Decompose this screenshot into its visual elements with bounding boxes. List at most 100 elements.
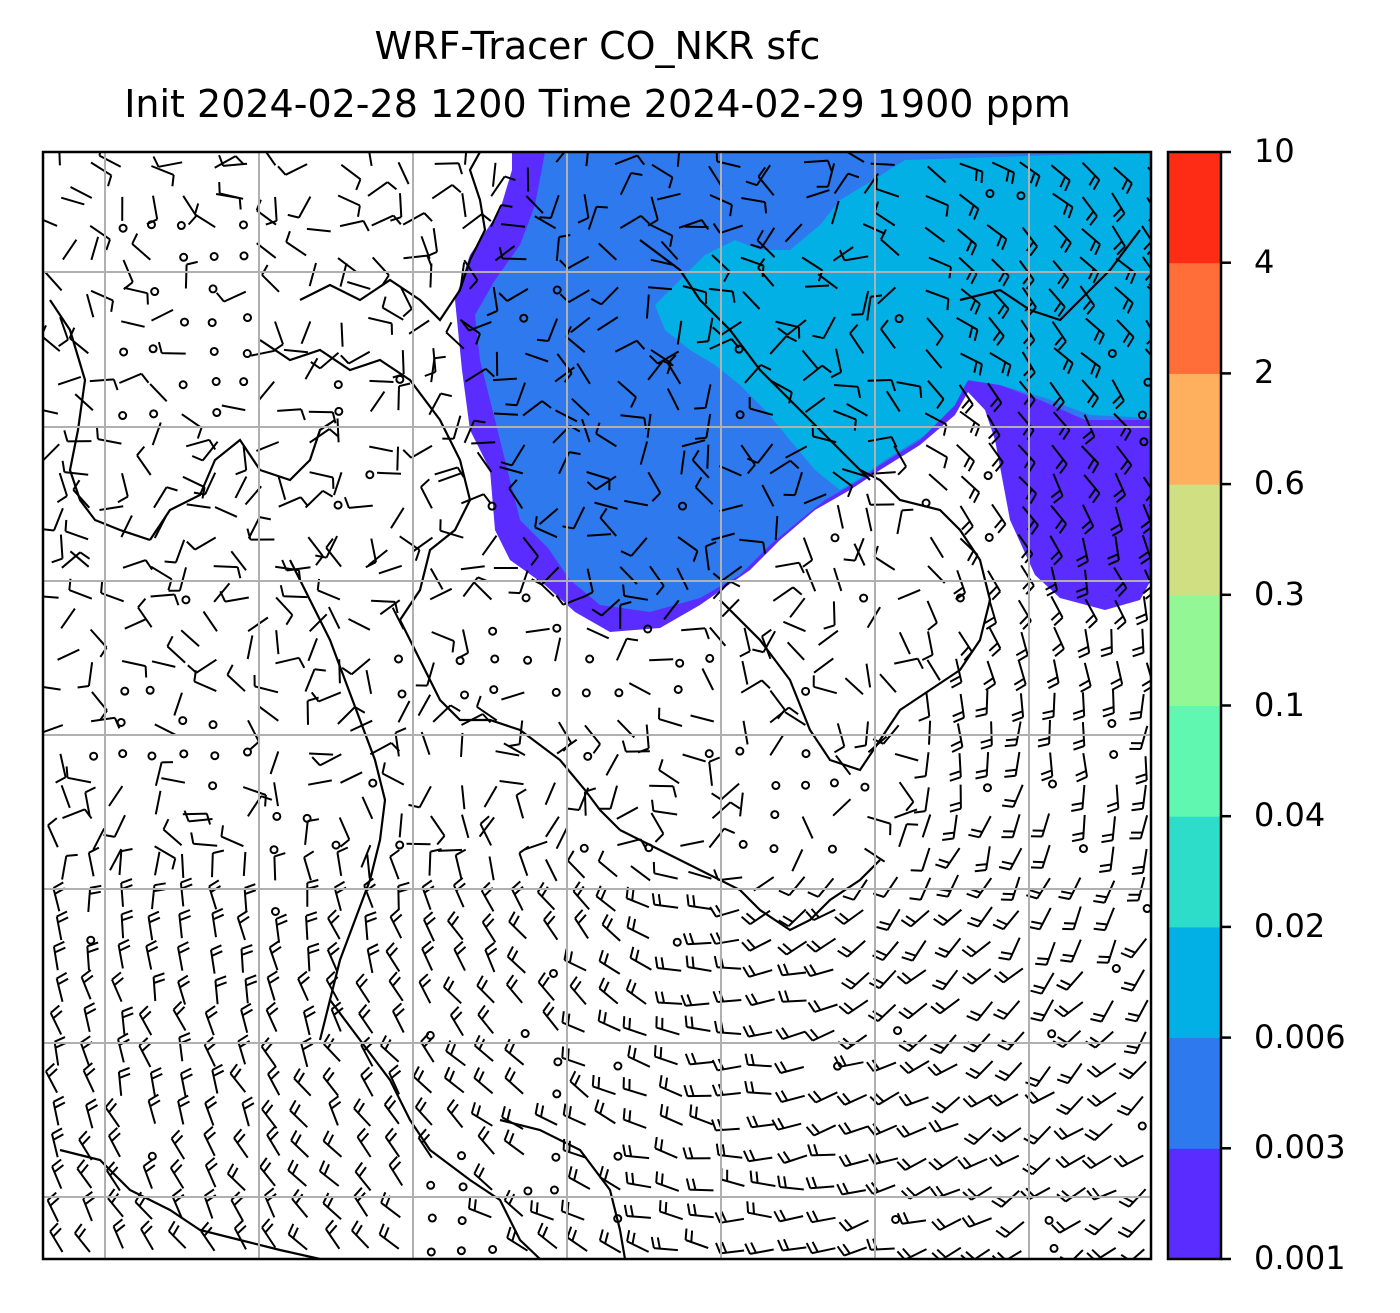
wind-barb xyxy=(986,414,1001,445)
wind-barb xyxy=(595,422,617,448)
wind-barb xyxy=(117,938,131,969)
calm-wind-marker xyxy=(801,749,811,759)
wind-barb xyxy=(691,449,710,479)
wind-barb xyxy=(975,752,990,780)
wind-barb xyxy=(936,874,960,898)
wind-barb xyxy=(1135,596,1149,626)
wind-barb xyxy=(988,316,1005,346)
wind-barb xyxy=(1020,564,1035,595)
wind-barb xyxy=(1084,598,1098,629)
wind-barb xyxy=(584,724,601,754)
calm-wind-marker xyxy=(395,840,405,850)
wind-barb xyxy=(302,1005,316,1036)
wind-barb xyxy=(813,657,834,674)
wind-barb xyxy=(893,445,907,476)
wind-barb xyxy=(108,1127,121,1158)
wind-barb xyxy=(708,165,723,188)
wind-barb xyxy=(337,194,361,217)
wind-barb xyxy=(460,732,464,757)
wind-barb xyxy=(476,451,493,473)
calm-wind-marker xyxy=(613,1061,623,1071)
wind-barb xyxy=(1025,1066,1051,1088)
wind-barb xyxy=(651,799,678,816)
wind-barb xyxy=(586,627,610,640)
wind-barb xyxy=(591,1074,616,1096)
wind-barb xyxy=(785,445,808,459)
wind-barb xyxy=(928,1155,959,1171)
wind-barb xyxy=(929,1185,961,1199)
wind-barb xyxy=(183,810,213,823)
wind-barb xyxy=(304,357,319,380)
wind-barb xyxy=(832,246,854,262)
wind-barb xyxy=(145,940,159,970)
wind-barb xyxy=(273,852,286,881)
calm-wind-marker xyxy=(581,688,591,698)
wind-barb xyxy=(304,818,320,846)
wind-barb xyxy=(339,263,348,287)
wind-barb xyxy=(694,476,714,505)
calm-wind-marker xyxy=(678,501,688,511)
wind-barb xyxy=(594,501,618,510)
wind-barb xyxy=(457,629,470,660)
wind-barb xyxy=(117,1032,130,1063)
wind-barb xyxy=(309,428,339,444)
wind-barb xyxy=(749,1170,776,1187)
wind-barb xyxy=(461,493,492,505)
wind-barb xyxy=(55,753,67,784)
wind-barb xyxy=(486,286,499,317)
wind-barb xyxy=(654,956,682,972)
wind-barb xyxy=(167,1220,187,1249)
calm-wind-marker xyxy=(738,839,748,849)
wind-barb xyxy=(1075,752,1088,783)
coastline-northwest xyxy=(49,299,151,542)
wind-barb xyxy=(952,693,965,724)
wind-barb xyxy=(744,1080,772,1095)
wind-barb xyxy=(942,814,958,841)
wind-barb xyxy=(956,317,979,342)
wind-barb xyxy=(777,1151,808,1164)
wind-barb xyxy=(351,1220,370,1249)
colorbar-segment xyxy=(1168,594,1221,706)
wind-barb xyxy=(261,1218,277,1249)
wind-barb xyxy=(269,751,280,775)
wind-barb xyxy=(43,686,61,691)
wind-barb xyxy=(928,1119,959,1133)
wind-barb xyxy=(99,505,124,511)
wind-barb xyxy=(1049,535,1063,566)
wind-barb xyxy=(534,1102,558,1126)
calm-wind-marker xyxy=(179,252,189,262)
wind-barb xyxy=(477,1004,494,1035)
wind-barb xyxy=(287,1159,307,1187)
wind-barb xyxy=(591,598,621,617)
wind-barb xyxy=(605,753,619,776)
wind-barb xyxy=(431,631,455,653)
wind-barb xyxy=(554,637,562,662)
wind-barb xyxy=(655,1171,680,1192)
wind-barb xyxy=(924,226,945,243)
wind-barb xyxy=(58,316,69,348)
wind-barb xyxy=(136,445,152,476)
wind-barb xyxy=(570,316,591,334)
wind-barb xyxy=(566,850,586,879)
wind-barb xyxy=(1117,1218,1146,1238)
wind-barb xyxy=(430,355,446,383)
calm-wind-marker xyxy=(519,313,529,323)
wind-barb xyxy=(480,881,495,912)
wind-barb xyxy=(180,1067,193,1098)
wind-barb xyxy=(832,471,854,498)
calm-wind-marker xyxy=(520,1029,530,1039)
wind-barb xyxy=(152,972,166,1002)
wind-barb xyxy=(836,1092,868,1106)
wind-barb xyxy=(914,752,930,779)
wind-barb xyxy=(170,1129,186,1160)
wind-barb xyxy=(838,999,869,1015)
calm-wind-marker xyxy=(334,406,344,416)
calm-wind-marker xyxy=(146,220,156,230)
wind-barb xyxy=(744,1053,772,1068)
wind-barb xyxy=(961,940,991,958)
wind-barb xyxy=(303,850,315,881)
wind-barb xyxy=(518,845,530,877)
wind-barb xyxy=(325,538,342,568)
wind-barb xyxy=(777,1238,807,1252)
wind-barb xyxy=(992,910,1020,931)
